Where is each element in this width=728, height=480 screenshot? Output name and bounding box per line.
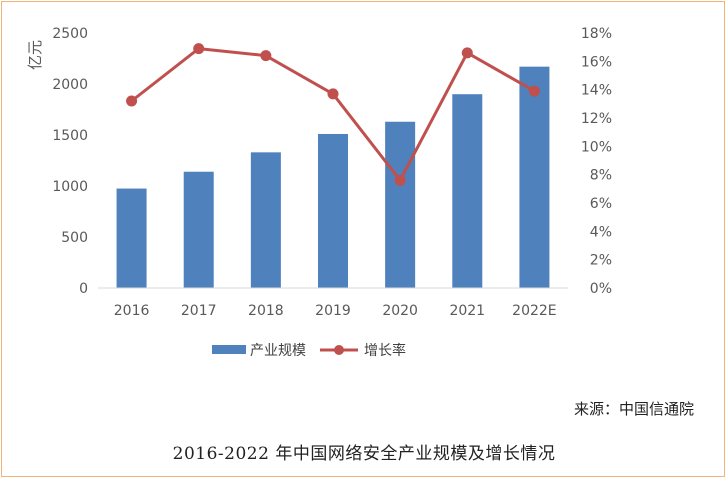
y-right-tick-label: 12% (581, 111, 612, 127)
x-tick-label: 2021 (449, 303, 485, 319)
combo-chart: 2016 2017 2018 2019 2020 2021 2022E 0 500 1000 15… (26, 26, 612, 359)
y-right-tick-label: 0% (590, 281, 612, 297)
x-tick-label: 2016 (114, 303, 150, 319)
bar-2019 (318, 133, 348, 288)
bar-2017 (183, 171, 214, 288)
bar-2018 (250, 152, 281, 288)
bar-2022E (519, 66, 550, 288)
bar-2016 (116, 188, 147, 288)
y-right-tick-label: 18% (581, 26, 612, 42)
y-right-tick-label: 8% (590, 168, 612, 184)
growth-point-2017 (193, 43, 205, 55)
line-series (126, 43, 540, 186)
y-left-axis-label: 亿元 (26, 40, 44, 70)
legend-swatch-bar (212, 345, 246, 354)
y-right-tick-label: 4% (590, 224, 612, 240)
x-tick-label: 2020 (382, 303, 418, 319)
bar-2021 (452, 94, 483, 288)
growth-point-2019 (327, 88, 339, 100)
y-left-tick-label: 0 (79, 281, 88, 297)
legend-swatch-marker (334, 345, 344, 355)
y-left-tick-label: 1500 (52, 128, 88, 144)
y-left-tick-label: 2000 (52, 77, 88, 93)
x-tick-label: 2017 (181, 303, 217, 319)
bar-series (116, 66, 550, 289)
y-right-tick-label: 6% (590, 196, 612, 212)
y-right-tick-label: 14% (581, 83, 612, 99)
x-tick-label: 2019 (315, 303, 351, 319)
y-right-tick-label: 10% (581, 139, 612, 155)
y-left-tick-label: 1000 (52, 179, 88, 195)
growth-point-2016 (126, 95, 138, 107)
x-tick-label: 2022E (512, 303, 556, 319)
y-right-axis-ticks: 0% 2% 4% 6% 8% 10% 12% 14% 16% 18% (581, 26, 612, 297)
x-axis-ticks: 2016 2017 2018 2019 2020 2021 2022E (114, 303, 557, 319)
y-right-tick-label: 16% (581, 54, 612, 70)
x-tick-label: 2018 (248, 303, 284, 319)
legend-label-bar: 产业规模 (250, 343, 306, 359)
legend-label-line: 增长率 (364, 342, 406, 359)
source-note: 来源：中国信通院 (573, 400, 694, 418)
y-left-tick-label: 2500 (52, 26, 88, 42)
y-left-tick-label: 500 (61, 230, 88, 246)
figure-caption: 2016-2022 年中国网络安全产业规模及增长情况 (172, 444, 556, 464)
growth-point-2021 (461, 47, 473, 59)
y-right-tick-label: 2% (590, 253, 612, 269)
growth-point-2020 (394, 174, 406, 186)
y-left-axis-ticks: 0 500 1000 1500 2000 2500 (52, 26, 88, 297)
legend: 产业规模 增长率 (212, 342, 406, 359)
growth-point-2018 (260, 50, 272, 62)
growth-point-2022E (528, 85, 540, 97)
bar-2020 (385, 121, 416, 289)
